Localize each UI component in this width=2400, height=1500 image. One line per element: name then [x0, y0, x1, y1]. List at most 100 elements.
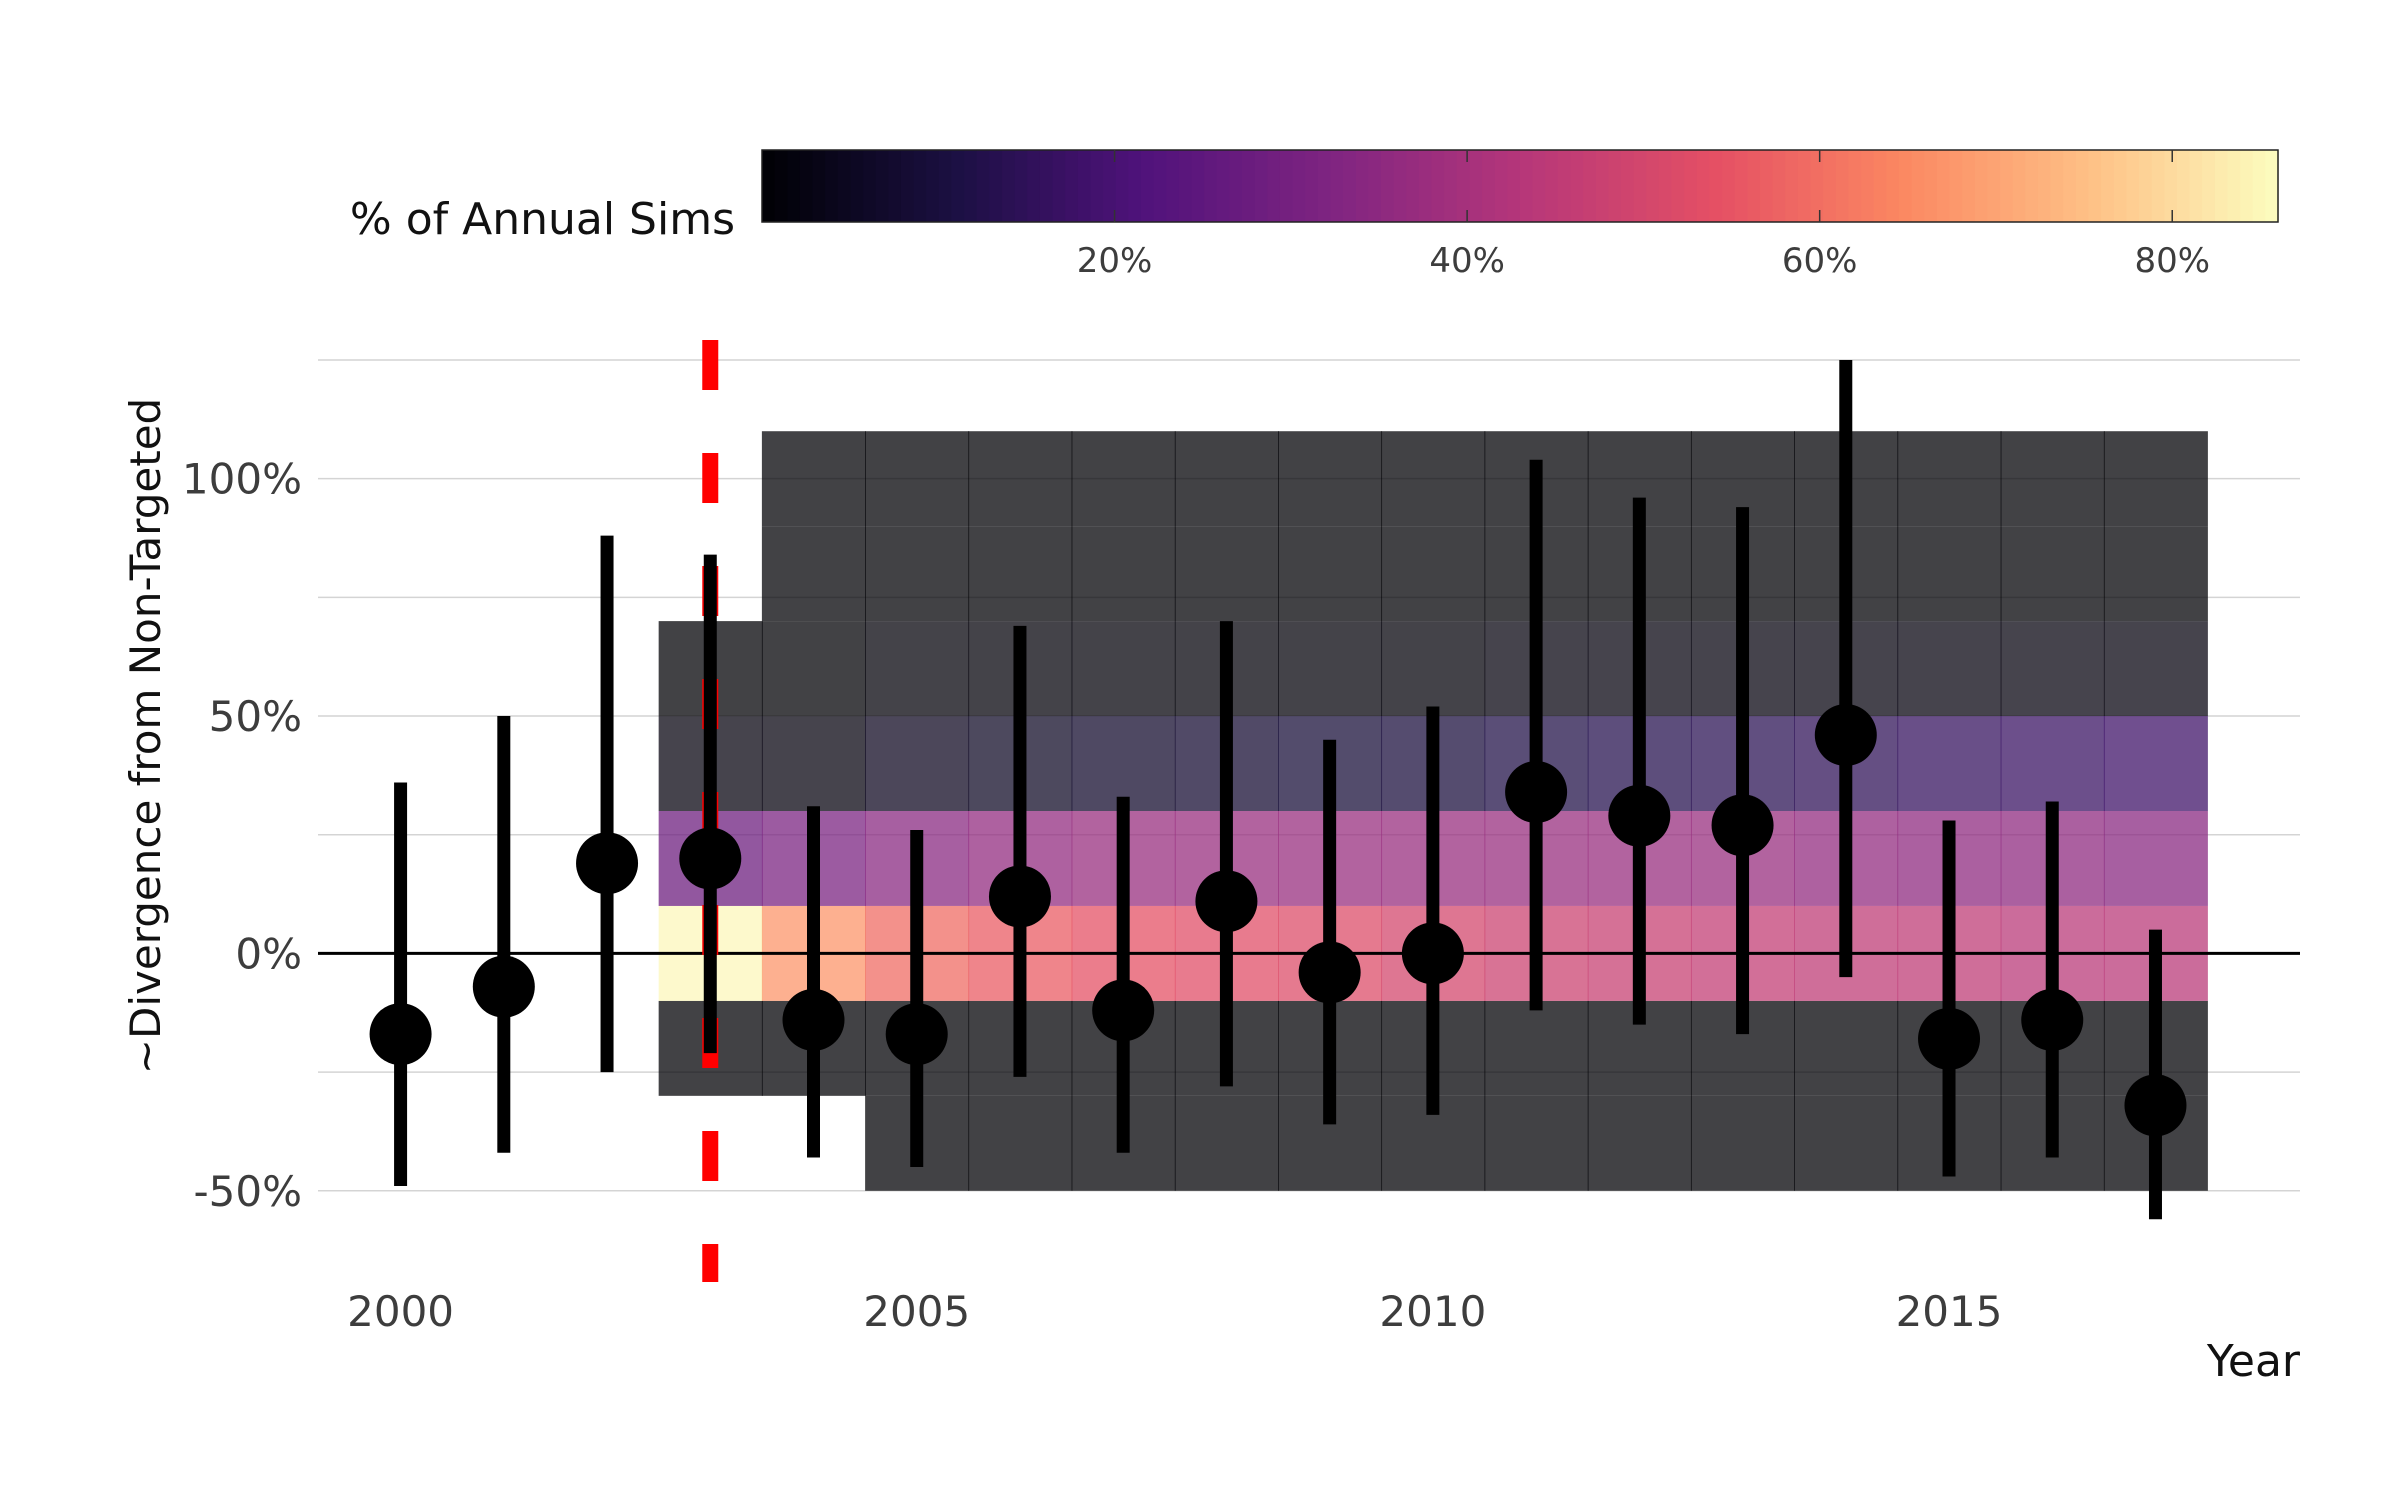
colorbar-segment	[1823, 150, 1837, 222]
point-range	[2124, 929, 2187, 1220]
point	[1814, 704, 1877, 767]
point-range	[1195, 621, 1258, 1087]
colorbar-segment	[1178, 150, 1193, 222]
heatmap-cell	[2000, 621, 2105, 717]
heatmap-cell	[1897, 526, 2002, 622]
colorbar-segment	[1507, 150, 1521, 222]
colorbar-segment	[1873, 150, 1888, 222]
heatmap-cell	[1071, 621, 1176, 717]
colorbar-segment	[2176, 150, 2191, 222]
colorbar-segment	[938, 150, 953, 222]
point	[1092, 979, 1155, 1042]
x-axis-title: Year	[2206, 1336, 2301, 1387]
point	[2021, 988, 2084, 1051]
colorbar-segment	[1368, 150, 1382, 222]
y-tick-label: 0%	[235, 929, 302, 978]
point	[782, 988, 845, 1051]
point	[988, 865, 1051, 928]
heatmap-cell	[2103, 431, 2208, 527]
point-range	[1505, 459, 1568, 1011]
colorbar-segment	[1760, 150, 1774, 222]
colorbar-segment	[2189, 150, 2203, 222]
point-range	[1608, 497, 1671, 1025]
heatmap-cell	[1174, 1095, 1279, 1191]
colorbar-segment	[1709, 150, 1723, 222]
colorbar-segment	[1810, 150, 1824, 222]
y-axis-title: ~Divergence from Non-Targeted	[121, 398, 170, 1074]
heatmap-cell	[1484, 1095, 1589, 1191]
colorbar-segment	[1166, 150, 1180, 222]
x-tick-label: 2010	[1379, 1287, 1486, 1336]
colorbar-segment	[1797, 150, 1812, 222]
colorbar-segment	[1381, 150, 1395, 222]
colorbar-segment	[1267, 150, 1281, 222]
heatmap-cell	[1381, 621, 1486, 717]
legend: % of Annual Sims 20% 40% 60% 80%	[350, 149, 2279, 281]
colorbar-segment	[1456, 150, 1471, 222]
colorbar-segment	[1772, 150, 1787, 222]
heatmap-cell	[865, 716, 970, 811]
colorbar-segment	[812, 150, 826, 222]
colorbar-segment	[1393, 150, 1408, 222]
colorbar-segment	[2088, 150, 2102, 222]
colorbar-segment	[1633, 150, 1648, 222]
heatmap-cell	[968, 431, 1073, 527]
heatmap-cell	[1174, 526, 1279, 622]
colorbar-segment	[1974, 150, 1989, 222]
point-range	[885, 829, 948, 1168]
colorbar-segment	[1658, 150, 1673, 222]
colorbar-segment	[1090, 150, 1104, 222]
colorbar-segment	[2252, 150, 2267, 222]
heatmap-cell	[761, 431, 866, 527]
colorbar-segment	[1861, 150, 1875, 222]
colorbar-frame	[761, 149, 2279, 223]
colorbar-segment	[2012, 150, 2027, 222]
point	[576, 832, 639, 895]
colorbar-segment	[1595, 150, 1610, 222]
colorbar-segment	[1330, 150, 1344, 222]
point-range	[1401, 706, 1464, 1115]
y-tick-label: 50%	[209, 692, 302, 741]
legend-title: % of Annual Sims	[350, 194, 735, 245]
colorbar-segment	[875, 150, 890, 222]
point	[1505, 761, 1568, 824]
point	[1401, 922, 1464, 985]
heatmap-cell	[2000, 716, 2105, 811]
heatmap-cell	[968, 526, 1073, 622]
colorbar-segment	[850, 150, 864, 222]
colorbar-segment	[1987, 150, 2001, 222]
colorbar-segment	[1343, 150, 1357, 222]
heatmap-cell	[1071, 526, 1176, 622]
heatmap-cell	[2103, 811, 2208, 906]
point	[1195, 870, 1258, 933]
point-range	[988, 625, 1051, 1077]
colorbar-segment	[1406, 150, 1420, 222]
colorbar-segment	[2214, 150, 2229, 222]
heatmap-cell	[1381, 526, 1486, 622]
colorbar-segment	[1002, 150, 1016, 222]
colorbar-segment	[2202, 150, 2216, 222]
colorbar-segment	[951, 150, 965, 222]
y-tick-label: 100%	[182, 455, 302, 504]
point	[885, 1003, 948, 1066]
colorbar-segment	[1103, 150, 1117, 222]
colorbar-segment	[2063, 150, 2077, 222]
heatmap-cell	[1484, 1000, 1589, 1096]
colorbar-segment	[1570, 150, 1584, 222]
colorbar-segment	[837, 150, 852, 222]
colorbar-segment	[799, 150, 814, 222]
colorbar-tick-label: 60%	[1782, 241, 1858, 281]
heatmap-cell	[865, 431, 970, 527]
colorbar-segment	[2025, 150, 2039, 222]
colorbar-segment	[1355, 150, 1370, 222]
colorbar-segment	[1621, 150, 1635, 222]
colorbar-segment	[1469, 150, 1483, 222]
colorbar-segment	[1444, 150, 1458, 222]
colorbar-segment	[2240, 150, 2254, 222]
colorbar-segment	[1128, 150, 1142, 222]
colorbar-segment	[2113, 150, 2128, 222]
colorbar-segment	[1027, 150, 1041, 222]
heatmap-cell	[1381, 431, 1486, 527]
y-tick-label: -50%	[193, 1167, 302, 1216]
colorbar-segment	[825, 150, 839, 222]
